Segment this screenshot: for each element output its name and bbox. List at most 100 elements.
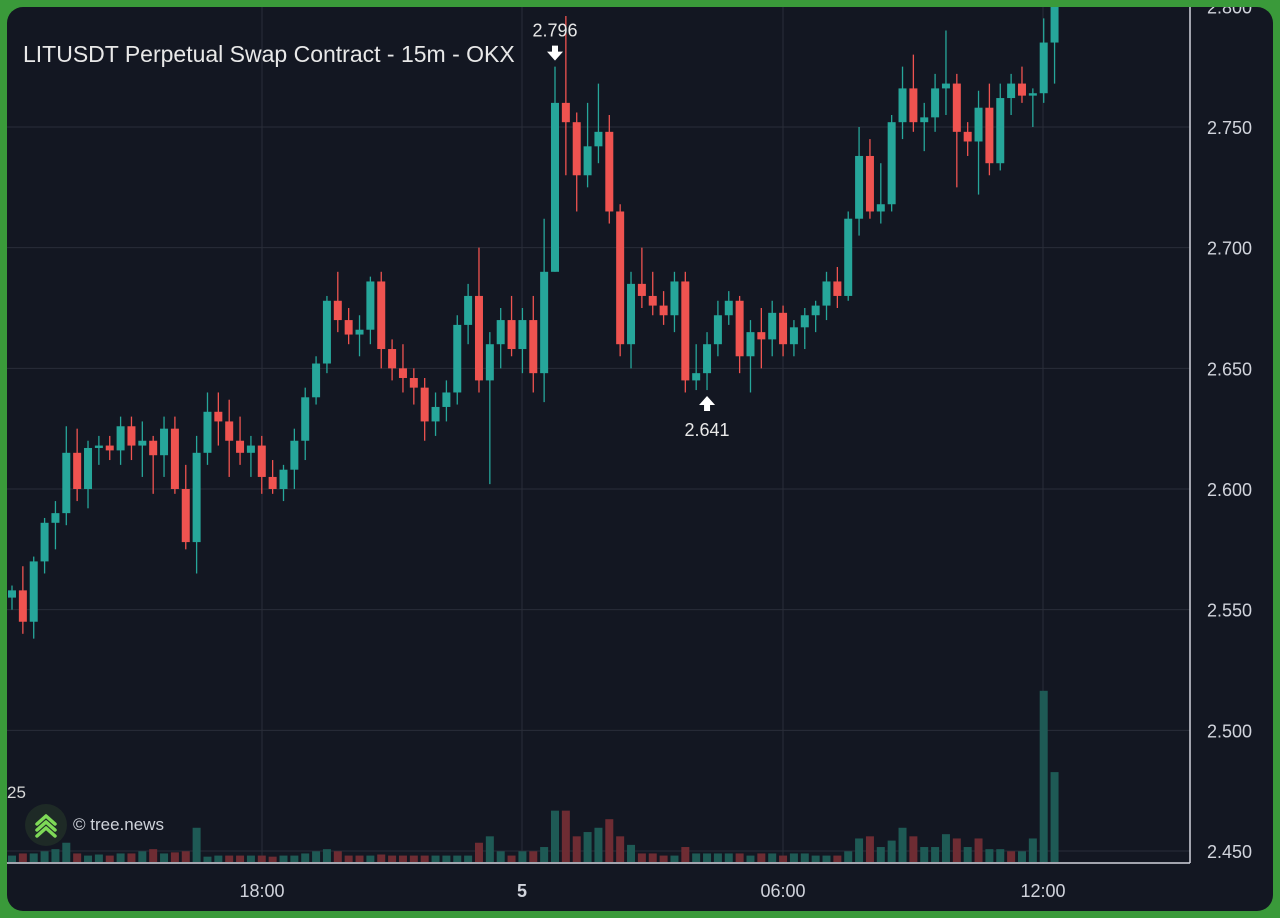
volume-bar [1017,851,1026,862]
candle-body [181,489,190,543]
volume-bar [203,856,212,862]
candle-body [724,300,733,316]
candle-body [62,452,71,514]
candle-body [246,445,255,453]
candle-body [833,281,842,296]
volume-bar [18,853,27,862]
volume-bar [40,851,49,862]
candle-body [377,281,386,350]
partial-axis-label: 25 [7,783,26,802]
volume-bar [51,849,60,862]
volume-bar [594,827,603,862]
volume-bar [398,855,407,862]
volume-bar [583,832,592,862]
volume-bar [670,855,679,862]
candlestick-chart[interactable]: 3.1003.0503.0002.9502.9002.8502.8002.750… [7,7,1273,911]
candle-body [464,295,473,325]
volume-bar [116,853,125,862]
candle-body [996,98,1005,164]
volume-bar [887,840,896,862]
y-tick-label: 2.500 [1207,721,1252,741]
volume-bar [344,855,353,862]
low-price-label: 2.641 [685,420,730,440]
volume-bar [1007,851,1016,862]
volume-bar [746,855,755,862]
candle-body [160,428,169,456]
volume-bar [735,853,744,862]
candle-body [974,107,983,142]
candle-body [648,295,657,306]
candle-body [779,312,788,345]
candle-body [290,440,299,470]
volume-bar [333,851,342,862]
candle-body [203,411,212,453]
volume-bar [681,847,690,862]
volume-bar [616,836,625,862]
candle-body [366,281,375,330]
candle-body [952,83,961,132]
candle-body [18,590,27,622]
candle-body [214,411,223,422]
volume-bar [377,854,386,862]
candle-body [1039,42,1048,94]
candle-body [388,349,397,369]
volume-bar [876,847,885,862]
candle-body [876,204,885,212]
candle-body [583,146,592,176]
volume-bar [551,810,559,862]
candle-body [931,88,940,118]
y-tick-label: 2.750 [1207,118,1252,138]
volume-bar [909,836,918,862]
volume-bar [246,855,255,862]
volume-bar [420,855,429,862]
y-tick-label: 2.450 [1207,842,1252,862]
volume-bar [138,851,147,862]
candle-body [474,295,483,381]
volume-bar [409,855,418,862]
y-tick-label: 2.600 [1207,480,1252,500]
candle-body [40,522,49,562]
candle-body [355,329,364,335]
volume-bar [811,855,820,862]
candle-body [681,281,690,381]
candle-body [127,426,136,446]
candle-body [398,368,407,378]
candle-body [540,271,549,374]
candle-body [51,513,60,523]
candle-body [735,300,744,357]
candle-body [279,469,288,490]
volume-bar [800,853,809,862]
volume-bar [301,853,310,862]
candle-body [257,445,266,477]
candle-body [594,131,603,147]
candle-body [333,300,342,321]
volume-bar [779,855,788,862]
candle-body [1050,7,1059,43]
volume-bar [540,847,549,862]
volume-bar [855,838,864,862]
volume-bar [290,855,299,862]
volume-bar [898,827,907,862]
volume-bar [322,849,331,862]
candle-body [518,320,527,350]
candle-body [963,131,972,142]
candle-body [312,363,321,398]
candle-body [909,88,918,123]
candle-body [670,281,679,316]
candle-body [789,327,798,345]
volume-bar [214,855,223,862]
volume-bar [1050,772,1059,862]
candle-body [1007,83,1016,99]
candle-body [811,305,820,316]
candle-body [1017,83,1026,96]
candle-body [496,320,505,345]
volume-bar [1028,838,1037,862]
candle-body [409,377,418,388]
volume-bar [518,851,527,862]
x-tick-label: 06:00 [760,881,805,901]
candle-body [692,373,701,381]
candle-body [898,88,907,123]
candle-body [431,406,440,422]
x-tick-label: 12:00 [1020,881,1065,901]
candle-body [1028,93,1037,96]
